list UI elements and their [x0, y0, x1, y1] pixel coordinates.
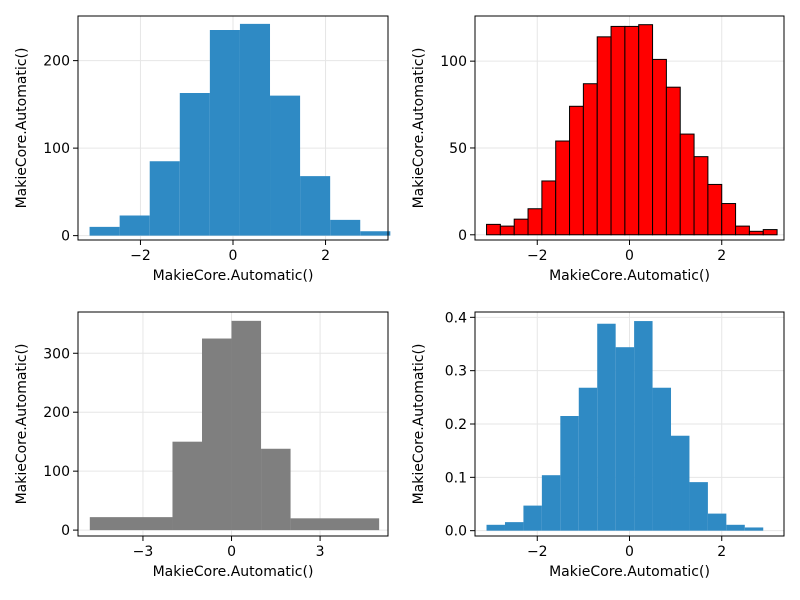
y-tick-label: 0: [61, 523, 70, 539]
y-tick-label: 0.0: [445, 524, 467, 540]
histogram-bar: [239, 23, 271, 236]
chart-panel-top-left: −2 0 2 0 100 200 MakieCore.Automatic() MakieCor…: [14, 15, 391, 284]
y-tick-label: 300: [43, 346, 70, 362]
y-tick-label: 100: [43, 141, 70, 157]
x-tick-label: 0: [625, 248, 634, 264]
histogram-bar: [231, 320, 262, 531]
histogram-bar: [707, 183, 723, 236]
axes-frame: [77, 311, 389, 537]
y-tick-label: 0.2: [445, 417, 467, 433]
x-tick-label: 0: [227, 544, 236, 560]
histogram-bar: [560, 416, 579, 531]
histogram-bar: [634, 321, 653, 531]
histogram-bar: [179, 93, 210, 236]
y-tick-label: 100: [440, 54, 467, 70]
y-tick-label: 200: [43, 405, 70, 421]
histogram-bar: [735, 225, 750, 236]
histogram-bar: [541, 475, 561, 531]
y-tick-label: 50: [449, 141, 467, 157]
histogram-bars: [89, 320, 380, 531]
histogram-bar: [689, 482, 708, 531]
y-axis-label: MakieCore.Automatic(): [14, 48, 30, 209]
y-tick-label: 0: [61, 229, 70, 245]
histogram-bar: [665, 86, 681, 236]
x-tick-label: −2: [527, 248, 548, 264]
histogram-bar: [209, 30, 240, 236]
histogram-bar: [652, 387, 672, 531]
y-tick-label: 0.3: [445, 364, 467, 380]
x-tick-label: −3: [133, 544, 154, 560]
histogram-bar: [172, 441, 202, 531]
histogram-bar: [721, 203, 737, 236]
histogram-bar: [513, 218, 529, 236]
x-axis-label: MakieCore.Automatic(): [153, 564, 314, 580]
chart-panel-bottom-left: −3 0 3 0 100 200 300 MakieCore.Automatic() Makie…: [14, 311, 389, 580]
histogram-bars: [89, 23, 391, 236]
histogram-bar: [555, 140, 571, 236]
histogram-bar: [89, 517, 173, 531]
chart-panel-top-right: −2 0 2 0 50 100 MakieCore.Automatic() MakieCore…: [411, 15, 785, 284]
histogram-bars: [486, 24, 778, 236]
histogram-bar: [202, 338, 232, 531]
histogram-bar: [569, 105, 584, 236]
histogram-bar: [679, 133, 695, 236]
histogram-bar: [748, 230, 764, 236]
y-tick-label: 0: [458, 228, 467, 244]
histogram-bar: [149, 161, 180, 236]
x-tick-label: −2: [527, 544, 548, 560]
y-axis-label: MakieCore.Automatic(): [411, 48, 427, 209]
histogram-bar: [504, 522, 524, 531]
histogram-bar: [726, 524, 745, 531]
x-axis-label: MakieCore.Automatic(): [549, 268, 710, 284]
x-tick-label: 2: [717, 248, 726, 264]
histogram-bar: [486, 223, 501, 236]
y-tick-label: 200: [43, 54, 70, 70]
x-tick-label: 3: [316, 544, 325, 560]
histogram-bar: [596, 36, 612, 236]
histogram-bar: [624, 25, 640, 236]
histogram-bar: [610, 25, 626, 236]
histogram-bars: [486, 321, 764, 531]
histogram-bar: [360, 231, 391, 236]
histogram-bar: [541, 180, 557, 236]
histogram-bar: [290, 518, 380, 531]
x-tick-label: −2: [130, 248, 151, 264]
histogram-bar: [582, 83, 598, 236]
x-axis-label: MakieCore.Automatic(): [153, 268, 314, 284]
histogram-bar: [527, 208, 543, 236]
histogram-bar: [671, 435, 690, 531]
histogram-bar: [330, 219, 361, 236]
histogram-bar: [762, 229, 778, 236]
chart-panel-bottom-right: −2 0 2 0.0 0.1 0.2 0.3 0.4 MakieCore.Automatic()…: [411, 310, 785, 580]
histogram-bar: [119, 215, 150, 236]
x-tick-label: 2: [717, 544, 726, 560]
histogram-bar: [652, 58, 667, 236]
histogram-bar: [744, 527, 764, 531]
x-axis-label: MakieCore.Automatic(): [549, 564, 710, 580]
histogram-bar: [300, 176, 331, 236]
histogram-bar: [270, 95, 301, 236]
y-axis-label: MakieCore.Automatic(): [14, 344, 30, 505]
histogram-bar: [638, 24, 654, 236]
histogram-bar: [615, 347, 635, 531]
histogram-bar: [693, 156, 709, 236]
histogram-bar: [578, 387, 598, 531]
histogram-bar: [499, 225, 515, 236]
histogram-bar: [597, 323, 616, 531]
y-axis-label: MakieCore.Automatic(): [411, 344, 427, 505]
y-tick-label: 100: [43, 464, 70, 480]
y-tick-label: 0.1: [445, 470, 467, 486]
x-tick-label: 0: [625, 544, 634, 560]
histogram-bar: [486, 524, 505, 531]
x-tick-label: 0: [229, 248, 238, 264]
histogram-bar: [89, 226, 120, 236]
y-tick-label: 0.4: [445, 310, 467, 326]
histogram-bar: [707, 513, 727, 531]
histogram-bar: [523, 505, 542, 531]
x-tick-label: 2: [321, 248, 330, 264]
histogram-bar: [261, 448, 291, 531]
